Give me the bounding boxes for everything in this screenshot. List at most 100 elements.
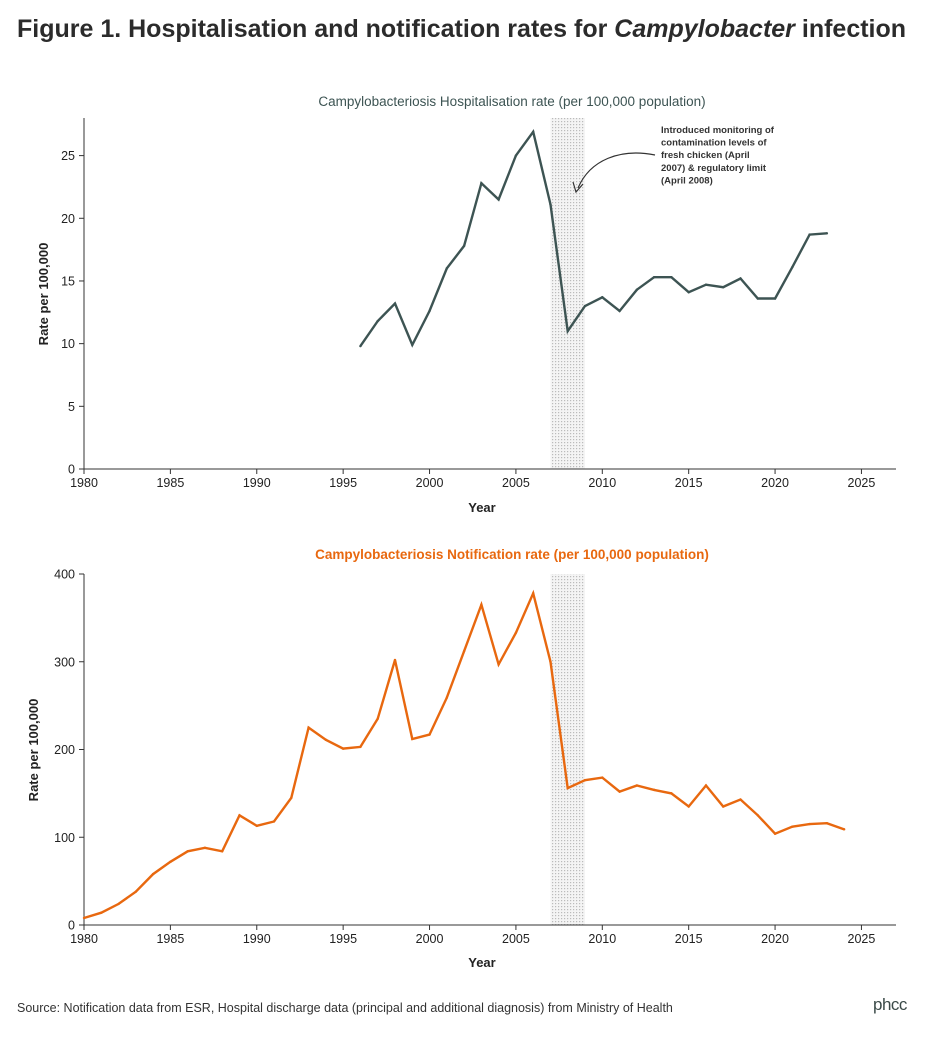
x-tick-label: 2005 — [502, 476, 530, 490]
data-point — [791, 825, 794, 828]
x-tick-label: 2010 — [588, 476, 616, 490]
data-point — [480, 181, 483, 185]
x-tick-label: 2015 — [675, 932, 703, 946]
data-point — [221, 850, 224, 853]
y-axis-label: Rate per 100,000 — [36, 243, 51, 346]
figure-title: Figure 1. Hospitalisation and notificati… — [17, 14, 917, 45]
data-point — [428, 309, 431, 313]
data-point — [652, 276, 656, 279]
annotation-line: (April 2008) — [661, 175, 713, 186]
data-point — [549, 203, 552, 206]
data-point — [773, 832, 777, 835]
data-point — [618, 309, 621, 313]
data-point — [411, 343, 414, 347]
x-tick-label: 1980 — [70, 932, 98, 946]
y-tick-label: 20 — [61, 212, 75, 226]
chart-title: Campylobacteriosis Notification rate (pe… — [315, 547, 709, 562]
y-tick-label: 10 — [61, 337, 75, 351]
y-tick-label: 300 — [54, 655, 75, 669]
data-point — [704, 784, 708, 787]
data-point — [117, 902, 120, 906]
series-line — [359, 128, 827, 348]
x-tick-label: 2010 — [588, 932, 616, 946]
x-tick-label: 1990 — [243, 476, 271, 490]
y-tick-label: 25 — [61, 149, 75, 163]
data-point — [376, 319, 379, 323]
data-point — [618, 790, 621, 793]
x-tick-label: 1985 — [156, 932, 184, 946]
data-point — [756, 814, 759, 817]
data-point — [756, 297, 759, 300]
x-axis-label: Year — [468, 500, 495, 515]
data-point — [497, 198, 500, 201]
data-point — [151, 872, 155, 876]
data-point — [393, 658, 397, 662]
data-point — [601, 296, 604, 299]
x-tick-label: 1995 — [329, 932, 357, 946]
data-point — [255, 824, 258, 828]
data-point — [531, 592, 535, 595]
data-point — [186, 850, 189, 853]
annotation-arrowhead — [572, 181, 584, 194]
data-point — [238, 814, 241, 817]
data-point — [842, 828, 846, 831]
data-point — [635, 784, 639, 787]
data-point — [808, 822, 811, 826]
data-point — [808, 233, 811, 236]
data-point — [566, 329, 569, 333]
x-tick-label: 1985 — [156, 476, 184, 490]
data-point — [722, 286, 725, 289]
y-tick-label: 400 — [54, 568, 75, 582]
y-tick-label: 5 — [68, 400, 75, 414]
data-point — [100, 911, 103, 914]
x-tick-label: 2025 — [848, 476, 876, 490]
data-point — [82, 916, 86, 920]
hospitalisation-chart: Campylobacteriosis Hospitalisation rate … — [36, 94, 896, 515]
data-point — [825, 822, 829, 825]
x-tick-label: 2020 — [761, 932, 789, 946]
data-point — [324, 738, 328, 742]
phcc-logo: phcc — [873, 995, 907, 1014]
data-point — [290, 796, 293, 799]
annotation-line: Introduced monitoring of — [661, 125, 775, 136]
data-point — [514, 154, 518, 157]
data-point — [428, 733, 431, 736]
y-tick-label: 100 — [54, 831, 75, 845]
x-tick-label: 2000 — [416, 476, 444, 490]
data-point — [670, 276, 673, 279]
y-tick-label: 0 — [68, 919, 75, 933]
data-point — [341, 747, 345, 750]
annotation-line: contamination levels of — [661, 138, 767, 149]
series-line — [83, 589, 845, 920]
data-point — [687, 291, 690, 294]
x-tick-label: 2020 — [761, 476, 789, 490]
data-point — [670, 792, 673, 795]
y-tick-label: 0 — [68, 463, 75, 477]
data-point — [411, 737, 414, 741]
data-point — [531, 130, 535, 133]
data-point — [462, 650, 466, 653]
regulation-period-band — [550, 574, 586, 925]
data-point — [272, 820, 276, 823]
data-point — [376, 717, 379, 720]
figure-title-emphasis: Campylobacter — [614, 15, 795, 43]
chart-title: Campylobacteriosis Hospitalisation rate … — [318, 94, 705, 109]
data-point — [549, 660, 552, 663]
data-point — [134, 890, 138, 893]
x-axis-label: Year — [468, 955, 495, 970]
x-tick-label: 1995 — [329, 476, 357, 490]
data-point — [601, 776, 604, 779]
x-tick-label: 2025 — [848, 932, 876, 946]
data-point — [445, 696, 449, 699]
data-point — [739, 277, 742, 280]
data-point — [393, 302, 397, 305]
x-tick-label: 1990 — [243, 932, 271, 946]
regulation-period-band — [550, 118, 586, 469]
data-point — [445, 267, 449, 270]
data-point — [203, 846, 207, 849]
data-point — [169, 860, 172, 864]
data-point — [652, 788, 656, 792]
annotation-line: fresh chicken (April — [661, 150, 750, 161]
data-point — [773, 297, 777, 300]
data-point — [514, 631, 518, 634]
